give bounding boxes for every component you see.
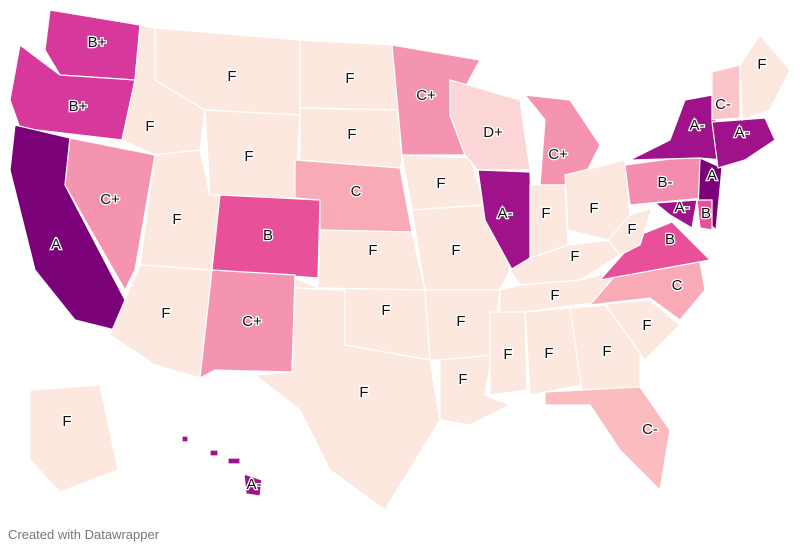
state-grade: F <box>589 200 598 217</box>
state-grade: F <box>345 70 354 87</box>
map: B+ B+ A C+ F F F F F B C+ F F C F F F C+ F F F F D+ A- C+ F F F F F F F… <box>9 9 791 511</box>
footer: Created with Datawrapper <box>8 527 160 542</box>
state-grade: A <box>707 167 717 184</box>
state-grade: B <box>665 231 675 248</box>
state-grade: C+ <box>548 146 568 163</box>
state-grade: C <box>672 277 683 294</box>
state <box>299 107 403 169</box>
state-grade: F <box>62 413 71 430</box>
state <box>696 199 713 231</box>
state-grade: B- <box>658 174 673 191</box>
state-grade: C+ <box>242 313 262 330</box>
state <box>711 64 741 121</box>
state <box>653 199 698 229</box>
state-grade: C <box>351 183 362 200</box>
state-grade: C- <box>715 96 731 113</box>
state-grade: A <box>51 236 61 253</box>
state-grade: F <box>347 126 356 143</box>
state-grade: A- <box>247 476 262 493</box>
state <box>253 287 441 511</box>
state <box>569 304 641 391</box>
state <box>489 311 528 396</box>
state-grade: F <box>550 287 559 304</box>
state <box>711 117 776 169</box>
state-grade: A- <box>735 124 750 141</box>
state-grade: F <box>503 346 512 363</box>
state-grade: B+ <box>88 34 107 51</box>
state-grade: F <box>627 221 636 238</box>
state-grade: F <box>456 313 465 330</box>
state-grade: F <box>451 242 460 259</box>
state <box>544 386 671 492</box>
state <box>411 204 511 291</box>
state-grade: F <box>436 175 445 192</box>
state-grade: F <box>570 248 579 265</box>
state <box>629 94 723 161</box>
state-grade: F <box>458 371 467 388</box>
state-grade: F <box>368 242 377 259</box>
state-grade: F <box>602 343 611 360</box>
state <box>29 384 119 493</box>
state <box>317 229 426 291</box>
state-grade: F <box>541 205 550 222</box>
state-grade: D+ <box>483 124 503 141</box>
state-grade: B <box>263 227 273 244</box>
state-grade: F <box>161 305 170 322</box>
state <box>607 207 653 256</box>
state <box>181 435 263 497</box>
state-grade: F <box>244 148 253 165</box>
state <box>739 34 791 121</box>
state-grade: B <box>701 205 711 222</box>
state-grade: F <box>172 211 181 228</box>
state <box>64 137 156 292</box>
state-grade: F <box>145 118 154 135</box>
state-grade: A- <box>690 117 705 134</box>
state-grade: F <box>227 68 236 85</box>
state <box>603 299 681 361</box>
state-grade: C+ <box>100 191 120 208</box>
state-grade: F <box>544 345 553 362</box>
state-grade: F <box>359 384 368 401</box>
state-grade: A- <box>498 205 513 222</box>
state <box>199 269 296 380</box>
state-grade: C+ <box>416 87 436 104</box>
state-grade: A- <box>675 199 690 216</box>
state-grade: C- <box>642 421 658 438</box>
state-grade: F <box>757 56 766 73</box>
state-grade: B+ <box>69 98 88 115</box>
state-grade: F <box>642 317 651 334</box>
state-grade: F <box>381 302 390 319</box>
